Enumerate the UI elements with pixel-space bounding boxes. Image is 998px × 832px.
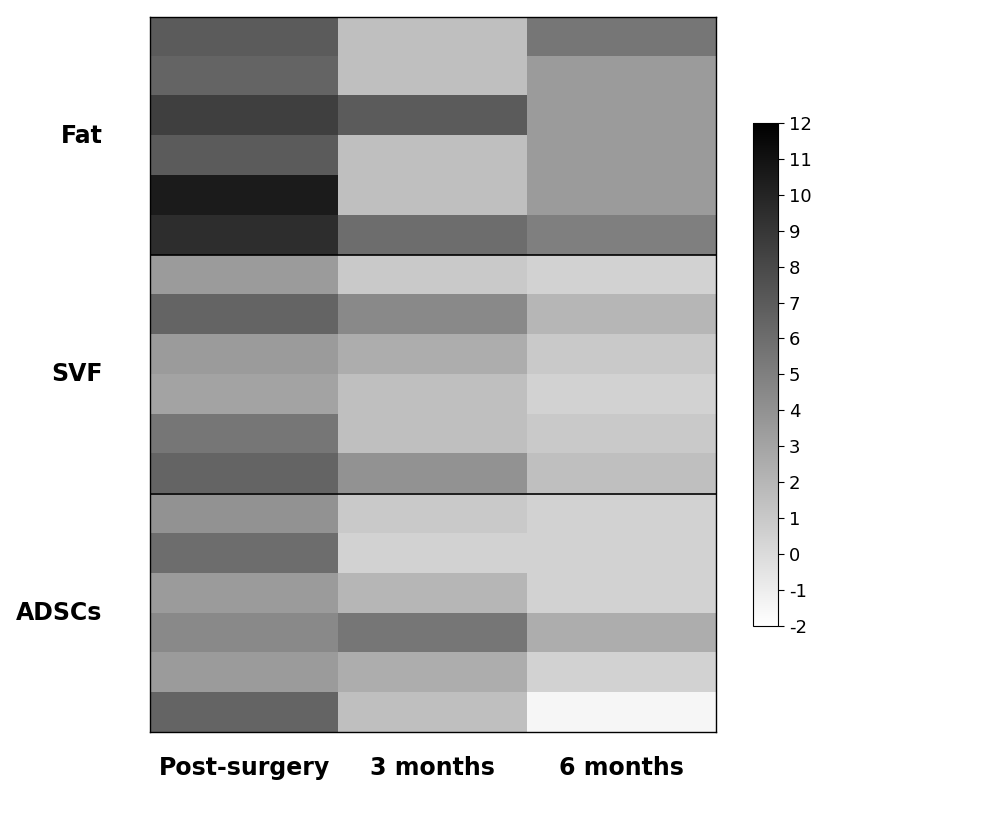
Text: 3 months: 3 months bbox=[370, 756, 495, 780]
Text: ADSCs: ADSCs bbox=[16, 601, 103, 625]
Text: 6 months: 6 months bbox=[559, 756, 684, 780]
Text: Fat: Fat bbox=[61, 124, 103, 148]
Text: Post-surgery: Post-surgery bbox=[159, 756, 329, 780]
Text: SVF: SVF bbox=[51, 363, 103, 386]
